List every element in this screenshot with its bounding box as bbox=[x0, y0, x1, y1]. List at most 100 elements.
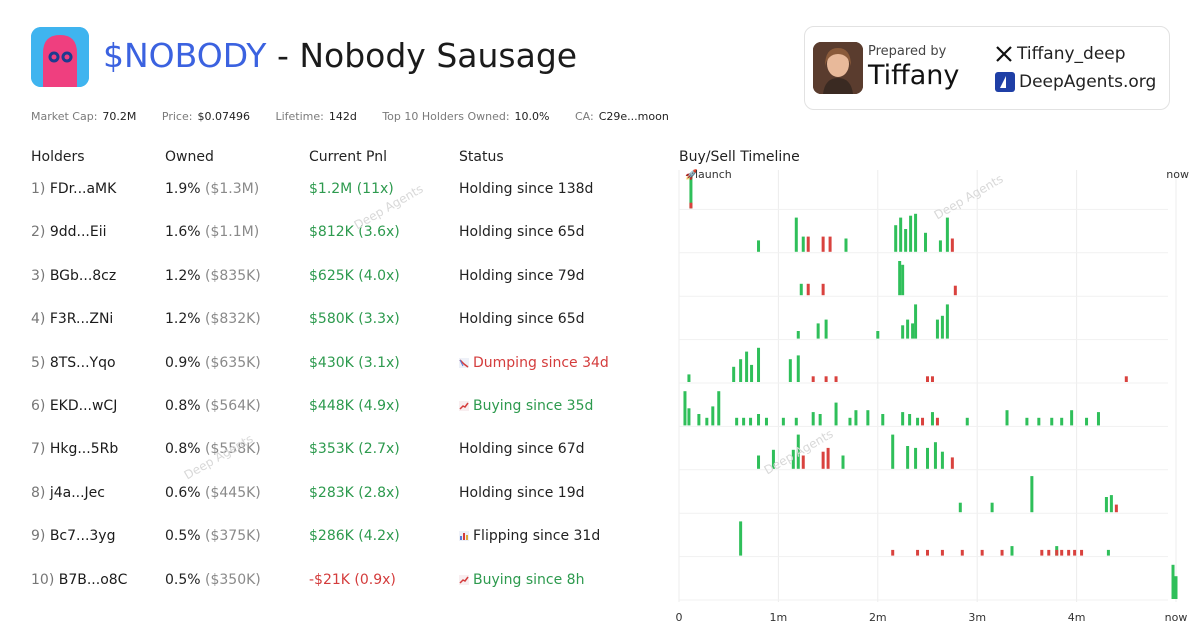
buy-bar bbox=[848, 417, 852, 426]
buy-bar bbox=[906, 446, 910, 469]
owned-usd: ($635K) bbox=[205, 354, 261, 371]
holder-address[interactable]: 4) F3R...ZNi bbox=[31, 311, 113, 327]
buy-bar bbox=[894, 225, 898, 252]
sell-bar bbox=[953, 285, 957, 296]
holder-rank: 7) bbox=[31, 441, 46, 458]
holder-status: Holding since 19d bbox=[459, 485, 585, 501]
x-handle-text: Tiffany_deep bbox=[1017, 44, 1126, 64]
table-row[interactable]: 2) 9dd...Eii 1.6% ($1.1M) $812K (3.6x) Hold… bbox=[0, 211, 660, 254]
buy-bar bbox=[924, 232, 928, 252]
buy-bar bbox=[844, 238, 848, 252]
owned-pct: 0.8% bbox=[165, 441, 201, 458]
holder-rank: 5) bbox=[31, 354, 46, 371]
holder-addr: FDr...aMK bbox=[49, 181, 117, 197]
sell-bar bbox=[891, 549, 895, 556]
holder-address[interactable]: 7) Hkg...5Rb bbox=[31, 441, 118, 457]
owned-pct: 0.8% bbox=[165, 398, 201, 414]
sell-bar bbox=[926, 376, 929, 382]
sell-bar bbox=[960, 549, 964, 556]
sell-bar bbox=[826, 447, 830, 469]
buy-bar bbox=[788, 359, 792, 382]
sell-bar bbox=[811, 376, 815, 382]
status-text: Buying since 8h bbox=[473, 571, 585, 588]
holder-pnl: $812K (3.6x) bbox=[309, 224, 400, 241]
buy-bar bbox=[791, 449, 795, 469]
buy-bar bbox=[1005, 410, 1009, 426]
buy-bar bbox=[1070, 410, 1074, 426]
stat-contract: CA: C29e...moon bbox=[574, 110, 669, 123]
holder-owned: 0.9% ($635K) bbox=[165, 355, 261, 371]
table-row[interactable]: 6) EKD...wCJ 0.8% ($564K) $448K (4.9x) Buyi… bbox=[0, 385, 660, 428]
buy-bar bbox=[899, 217, 903, 252]
holder-address[interactable]: 3) BGb...8cz bbox=[31, 268, 116, 284]
buy-bar bbox=[945, 217, 949, 252]
holder-address[interactable]: 8) j4a...Jec bbox=[31, 485, 105, 501]
sell-bar bbox=[821, 451, 825, 469]
table-row[interactable]: 4) F3R...ZNi 1.2% ($832K) $580K (3.3x) Hold… bbox=[0, 298, 660, 341]
table-row[interactable]: 7) Hkg...5Rb 0.8% ($558K) $353K (2.7x) Hold… bbox=[0, 428, 660, 471]
sell-bar bbox=[1040, 549, 1044, 556]
holder-pnl: $448K (4.9x) bbox=[309, 398, 400, 414]
sell-bar bbox=[834, 376, 838, 382]
holder-owned: 0.8% ($558K) bbox=[165, 441, 261, 457]
buy-bar bbox=[965, 417, 969, 426]
buy-bar bbox=[1085, 417, 1089, 426]
holder-owned: 1.9% ($1.3M) bbox=[165, 181, 259, 197]
sell-bar bbox=[1055, 549, 1059, 556]
prepared-by-card: Prepared by Tiffany Tiffany_deep DeepAge… bbox=[804, 26, 1170, 110]
stat-market-cap: Market Cap: 70.2M bbox=[31, 110, 137, 123]
site-text: DeepAgents.org bbox=[1019, 72, 1157, 92]
holder-address[interactable]: 2) 9dd...Eii bbox=[31, 224, 106, 240]
title-separator: - bbox=[266, 36, 300, 75]
buy-bar bbox=[901, 325, 905, 339]
table-row[interactable]: 8) j4a...Jec 0.6% ($445K) $283K (2.8x) Hold… bbox=[0, 472, 660, 515]
table-row[interactable]: 3) BGb...8cz 1.2% ($835K) $625K (4.0x) Hold… bbox=[0, 255, 660, 298]
holder-address[interactable]: 5) 8TS...Yqo bbox=[31, 355, 116, 371]
buy-bar bbox=[824, 319, 828, 339]
buy-bar bbox=[1174, 576, 1178, 599]
x-logo-icon bbox=[996, 46, 1012, 62]
buy-bar bbox=[757, 455, 761, 469]
sell-bar bbox=[1047, 549, 1051, 556]
owned-usd: ($445K) bbox=[205, 484, 261, 501]
holder-pnl: $1.2M (11x) bbox=[309, 181, 394, 197]
tick-label: 1m bbox=[770, 611, 788, 624]
site-link[interactable]: DeepAgents.org bbox=[995, 72, 1156, 92]
tick-label: 2m bbox=[869, 611, 887, 624]
buy-bar bbox=[1010, 546, 1014, 556]
holder-address[interactable]: 6) EKD...wCJ bbox=[31, 398, 117, 414]
status-text: Dumping since 34d bbox=[473, 354, 609, 371]
x-handle-link[interactable]: Tiffany_deep bbox=[995, 44, 1126, 64]
owned-usd: ($835K) bbox=[205, 267, 261, 284]
buy-bar bbox=[796, 331, 800, 339]
buy-bar bbox=[901, 264, 905, 296]
table-row[interactable]: 10) B7B...o8C 0.5% ($350K) -$21K (0.9x) Buy… bbox=[0, 559, 660, 602]
buy-bar bbox=[781, 417, 785, 426]
status-text: Holding since 65d bbox=[459, 224, 585, 241]
tick-label: now bbox=[1165, 611, 1188, 624]
status-text: Holding since 79d bbox=[459, 267, 585, 284]
table-row[interactable]: 9) Bc7...3yg 0.5% ($375K) $286K (4.2x) Flip… bbox=[0, 515, 660, 558]
buy-bar bbox=[1060, 417, 1064, 426]
sell-bar bbox=[1073, 549, 1077, 556]
holder-status: Holding since 65d bbox=[459, 311, 585, 327]
sell-bar bbox=[940, 549, 944, 556]
sell-bar bbox=[821, 283, 825, 296]
token-ticker: $NOBODY bbox=[103, 36, 267, 75]
ghost-icon bbox=[31, 27, 89, 87]
table-row[interactable]: 5) 8TS...Yqo 0.9% ($635K) $430K (3.1x) Dump… bbox=[0, 342, 660, 385]
holder-address[interactable]: 10) B7B...o8C bbox=[31, 572, 127, 588]
holder-pnl: $353K (2.7x) bbox=[309, 441, 400, 458]
holder-pnl: $286K (4.2x) bbox=[309, 528, 400, 545]
stat-lifetime: Lifetime: 142d bbox=[275, 110, 357, 123]
buy-bar bbox=[801, 236, 805, 252]
holder-address[interactable]: 9) Bc7...3yg bbox=[31, 528, 115, 544]
holder-pnl: $430K (3.1x) bbox=[309, 354, 400, 371]
owned-usd: ($350K) bbox=[205, 571, 261, 588]
table-row[interactable]: 1) FDr...aMK 1.9% ($1.3M) $1.2M (11x) Holdi… bbox=[0, 168, 660, 211]
sell-bar bbox=[806, 236, 810, 252]
sell-bar bbox=[950, 457, 954, 469]
status-text: Flipping since 31d bbox=[473, 528, 601, 545]
holder-address[interactable]: 1) FDr...aMK bbox=[31, 181, 116, 197]
owned-pct: 1.2% bbox=[165, 311, 201, 328]
